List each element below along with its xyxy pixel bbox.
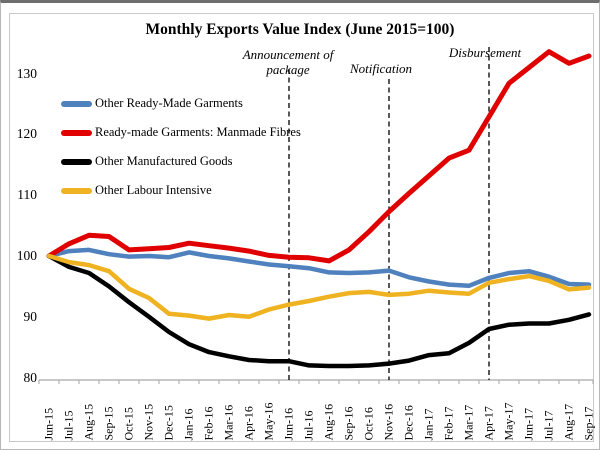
- x-tick-label: Sep-15: [101, 406, 116, 441]
- legend-label: Other Manufactured Goods: [95, 154, 233, 168]
- x-tick-label: Feb-16: [201, 406, 216, 441]
- x-tick-label: Mar-16: [221, 404, 236, 441]
- annotation-2: Disbursement: [410, 45, 560, 60]
- y-tick-label: 110: [17, 187, 37, 203]
- y-tick-label: 120: [16, 126, 37, 142]
- series-line-3: [46, 253, 592, 321]
- x-tick-label: Sep-17: [581, 406, 596, 441]
- chart-title: Monthly Exports Value Index (June 2015=1…: [145, 21, 455, 38]
- x-tick-label: Apr-16: [241, 406, 256, 441]
- x-tick-label: Dec-15: [161, 405, 176, 441]
- x-tick-label: Sep-16: [341, 406, 356, 441]
- legend-label: Ready-made Garments: Manmade Fibres: [95, 125, 301, 139]
- x-tick-label: Jul-15: [61, 410, 76, 441]
- x-tick-label: Jul-17: [541, 410, 556, 441]
- x-tick-label: Jan-16: [181, 408, 196, 441]
- x-tick-label: Jun-16: [281, 407, 296, 441]
- legend-label: Other Labour Intensive: [95, 183, 212, 197]
- legend-swatch-icon: [61, 100, 92, 107]
- x-tick-label: Jun-17: [521, 407, 536, 441]
- annotation-line: package: [266, 62, 310, 77]
- x-tick-label: Nov-16: [381, 403, 396, 441]
- annotation-1: Notification: [306, 61, 456, 76]
- annotation-line: Notification: [349, 61, 413, 76]
- x-tick-label: May-16: [261, 402, 276, 441]
- x-tick-label: May-17: [501, 402, 516, 441]
- series-line-1: [46, 49, 592, 264]
- annotation-line: Disbursement: [448, 45, 522, 60]
- series-line-0: [46, 247, 592, 289]
- legend-item-2: Other Manufactured Goods: [61, 154, 301, 168]
- legend-swatch-icon: [61, 158, 92, 165]
- chart-legend: Other Ready-Made Garments Ready-made Garm…: [61, 96, 301, 213]
- annotation-line: Announcement of: [242, 47, 334, 62]
- y-tick-label: 100: [16, 248, 37, 263]
- legend-item-0: Other Ready-Made Garments: [61, 96, 301, 110]
- series-line-2: [46, 253, 592, 369]
- y-tick-label: 90: [23, 308, 38, 324]
- annotation-0: Announcement of package: [213, 47, 363, 77]
- x-tick-label: Dec-16: [401, 405, 416, 441]
- x-tick-label: Oct-16: [361, 407, 376, 441]
- x-tick-label: Oct-15: [121, 407, 136, 441]
- x-tick-label: Aug-17: [561, 403, 576, 441]
- x-tick-label: Aug-16: [321, 403, 336, 441]
- y-tick-label: 80: [23, 369, 38, 385]
- y-tick-label: 130: [16, 65, 37, 81]
- legend-swatch-icon: [61, 129, 92, 136]
- x-tick-label: Feb-17: [441, 406, 456, 441]
- x-tick-label: Aug-15: [81, 403, 96, 441]
- legend-label: Other Ready-Made Garments: [95, 96, 243, 110]
- x-tick-label: Apr-17: [481, 406, 496, 441]
- x-tick-label: Mar-17: [461, 404, 476, 441]
- x-tick-label: Jun-15: [41, 407, 56, 441]
- x-tick-label: Jul-16: [301, 410, 316, 441]
- legend-item-3: Other Labour Intensive: [61, 183, 301, 197]
- plot-area: [38, 47, 594, 384]
- legend-swatch-icon: [61, 187, 92, 194]
- x-tick-label: Jan-17: [421, 408, 436, 441]
- x-tick-label: Nov-15: [141, 403, 156, 441]
- chart-frame: [9, 13, 594, 442]
- legend-item-1: Ready-made Garments: Manmade Fibres: [61, 125, 301, 139]
